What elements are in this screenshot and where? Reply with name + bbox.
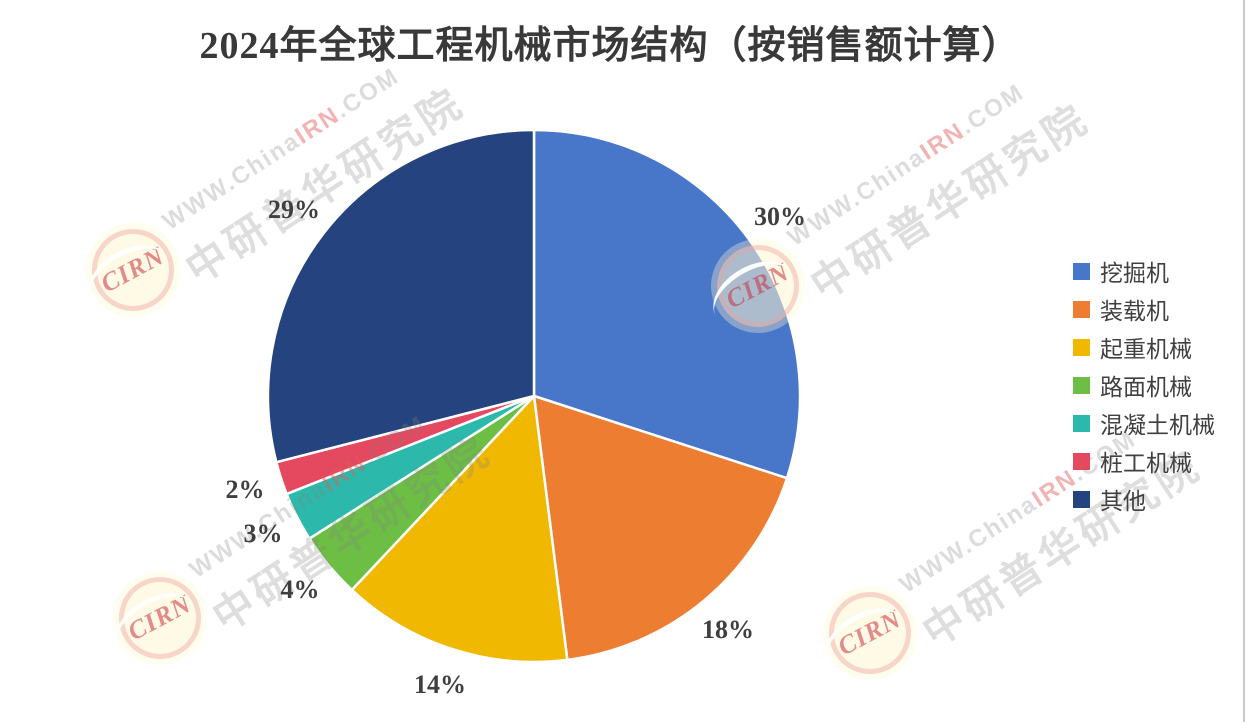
legend-label: 其他 bbox=[1100, 489, 1146, 514]
cirn-logo-icon: CIRN bbox=[829, 592, 911, 674]
cirn-logo-text: CIRN bbox=[833, 603, 907, 662]
legend-label: 起重机械 bbox=[1100, 337, 1192, 362]
legend: 挖掘机装载机起重机械路面机械混凝土机械桩工机械其他 bbox=[1073, 252, 1215, 518]
legend-item-1: 装载机 bbox=[1073, 290, 1215, 328]
pie-label-2: 14% bbox=[414, 670, 466, 699]
pie-label-3: 4% bbox=[280, 575, 320, 604]
legend-swatch bbox=[1073, 338, 1090, 356]
cirn-logo-icon: CIRN bbox=[92, 229, 174, 311]
legend-swatch bbox=[1073, 414, 1090, 432]
pie-chart: 挖掘机 30%装载机 18%起重机械 14%路面机械 4%混凝土机械 3%桩工机… bbox=[266, 128, 802, 664]
legend-item-2: 起重机械 bbox=[1073, 328, 1215, 366]
watermark-url: WWW.ChinaIRN.COM bbox=[783, 78, 1030, 252]
chart-right-border bbox=[1243, 0, 1245, 722]
legend-item-5: 桩工机械 bbox=[1073, 442, 1215, 480]
legend-label: 桩工机械 bbox=[1100, 451, 1192, 476]
legend-swatch bbox=[1073, 490, 1090, 508]
cirn-logo-text: CIRN bbox=[96, 240, 170, 299]
pie-slice-6: 其他 29% bbox=[266, 128, 536, 464]
chart-title: 2024年全球工程机械市场结构（按销售额计算） bbox=[199, 25, 1021, 67]
watermark-text: WWW.ChinaIRN.COM 中研普华研究院 bbox=[783, 57, 1099, 309]
watermark-cn-text: 中研普华研究院 bbox=[802, 94, 1098, 309]
legend-label: 装载机 bbox=[1100, 299, 1169, 324]
pie-label-1: 18% bbox=[702, 615, 754, 644]
pie-slice-0: 挖掘机 30% bbox=[532, 128, 802, 480]
pie-slice-2: 起重机械 14% bbox=[350, 394, 569, 664]
pie-label-5: 2% bbox=[225, 475, 265, 504]
legend-swatch bbox=[1073, 376, 1090, 394]
legend-item-0: 挖掘机 bbox=[1073, 252, 1215, 290]
legend-label: 混凝土机械 bbox=[1100, 413, 1215, 438]
legend-label: 路面机械 bbox=[1100, 375, 1192, 400]
pie-label-6: 29% bbox=[268, 195, 320, 224]
legend-swatch bbox=[1073, 262, 1090, 280]
pie-label-4: 3% bbox=[243, 519, 283, 548]
legend-swatch bbox=[1073, 300, 1090, 318]
legend-item-4: 混凝土机械 bbox=[1073, 404, 1215, 442]
legend-item-6: 其他 bbox=[1073, 480, 1215, 518]
pie-label-0: 30% bbox=[754, 202, 806, 231]
cirn-logo-icon: CIRN bbox=[119, 577, 201, 659]
legend-item-3: 路面机械 bbox=[1073, 366, 1215, 404]
legend-label: 挖掘机 bbox=[1100, 261, 1169, 286]
legend-swatch bbox=[1073, 452, 1090, 470]
pie-slice-1: 装载机 18% bbox=[532, 394, 789, 662]
cirn-logo-text: CIRN bbox=[123, 588, 197, 647]
